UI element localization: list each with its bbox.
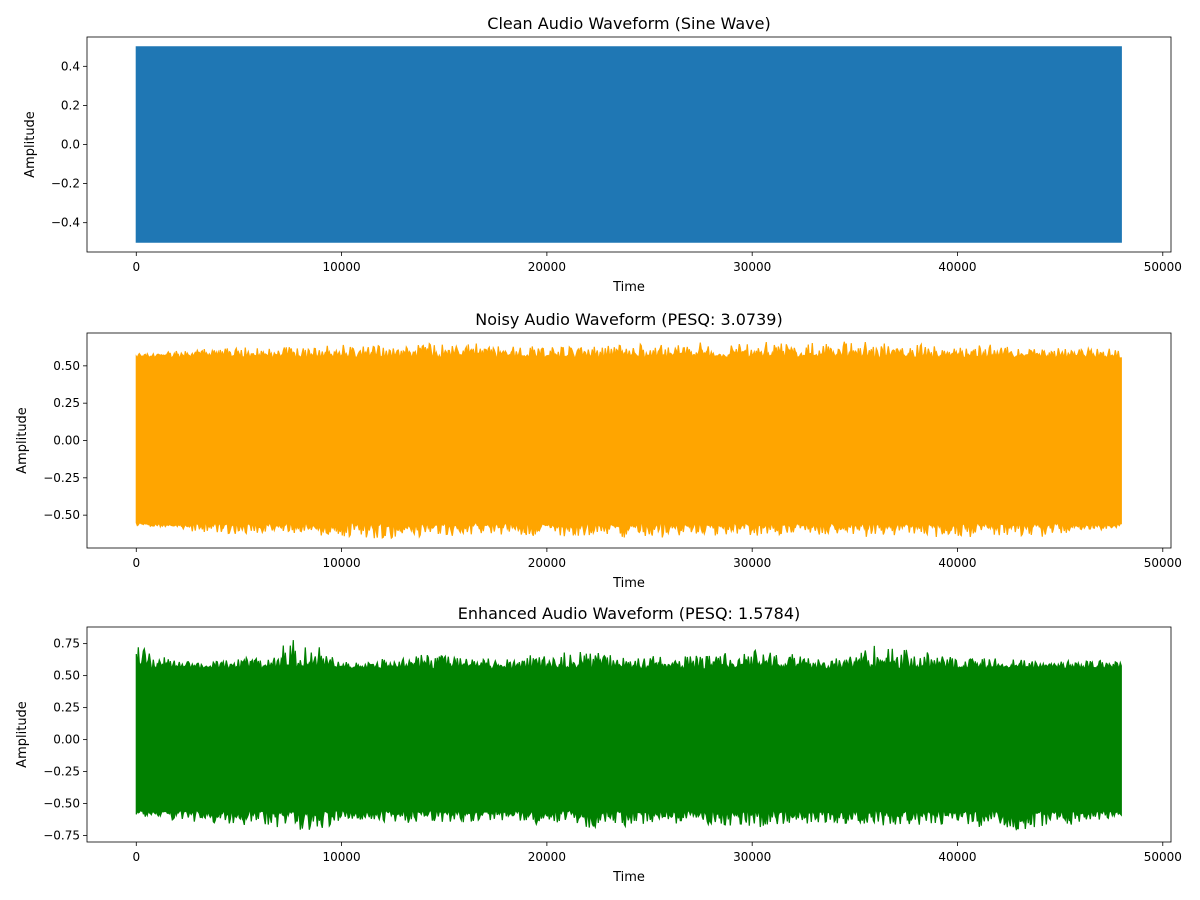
y-axis-label: Amplitude: [15, 701, 30, 768]
y-tick-label: −0.25: [43, 765, 80, 779]
x-tick-label: 40000: [938, 850, 976, 864]
x-axis-label: Time: [612, 870, 645, 885]
y-tick-label: −0.25: [43, 471, 80, 485]
y-tick-label: −0.2: [51, 177, 80, 191]
x-tick-label: 0: [132, 260, 140, 274]
y-tick-label: 0.50: [53, 359, 80, 373]
y-tick-label: 0.50: [53, 669, 80, 683]
x-tick-label: 30000: [733, 850, 771, 864]
subplot-title: Clean Audio Waveform (Sine Wave): [487, 14, 770, 33]
y-axis-label: Amplitude: [15, 407, 30, 474]
y-tick-label: −0.50: [43, 508, 80, 522]
x-tick-label: 20000: [528, 850, 566, 864]
x-tick-label: 30000: [733, 556, 771, 570]
x-tick-label: 10000: [322, 260, 360, 274]
y-tick-label: 0.2: [61, 98, 80, 112]
x-tick-label: 10000: [322, 556, 360, 570]
x-tick-label: 40000: [938, 260, 976, 274]
series-1-waveform: [135, 46, 1122, 243]
subplot-3: 0 10000 20000 30000 40000 50000 −0.75 −0.50 −0.2…: [15, 604, 1182, 885]
y-tick-label: −0.50: [43, 797, 80, 811]
subplot-title: Noisy Audio Waveform (PESQ: 3.0739): [475, 310, 782, 329]
y-tick-label: −0.75: [43, 829, 80, 843]
x-axis-label: Time: [612, 576, 645, 591]
series-2-waveform: [135, 341, 1122, 540]
x-tick-label: 40000: [938, 556, 976, 570]
y-tick-label: 0.25: [53, 396, 80, 410]
y-tick-label: 0.4: [61, 59, 80, 73]
x-tick-label: 20000: [528, 556, 566, 570]
x-tick-label: 0: [132, 556, 140, 570]
y-tick-label: 0.00: [53, 434, 80, 448]
subplot-1: 0 10000 20000 30000 40000 50000 −0.4 −0.2 0.0 0.2…: [23, 14, 1182, 295]
x-tick-label: 50000: [1144, 260, 1182, 274]
axes-frame-3: [86, 626, 1172, 843]
x-tick-label: 0: [132, 850, 140, 864]
y-axis-label: Amplitude: [23, 111, 38, 178]
subplot-title: Enhanced Audio Waveform (PESQ: 1.5784): [458, 604, 801, 623]
series-3-waveform: [135, 640, 1122, 831]
x-tick-label: 50000: [1144, 850, 1182, 864]
y-tick-label: 0.25: [53, 701, 80, 715]
y-tick-label: 0.75: [53, 637, 80, 651]
y-tick-label: 0.00: [53, 733, 80, 747]
x-axis-label: Time: [612, 280, 645, 295]
x-tick-label: 50000: [1144, 556, 1182, 570]
x-tick-label: 10000: [322, 850, 360, 864]
y-tick-label: 0.0: [61, 138, 80, 152]
subplot-2: 0 10000 20000 30000 40000 50000 −0.50 −0.25 0.00…: [15, 310, 1182, 591]
x-tick-label: 30000: [733, 260, 771, 274]
x-tick-label: 20000: [528, 260, 566, 274]
y-tick-label: −0.4: [51, 216, 80, 230]
